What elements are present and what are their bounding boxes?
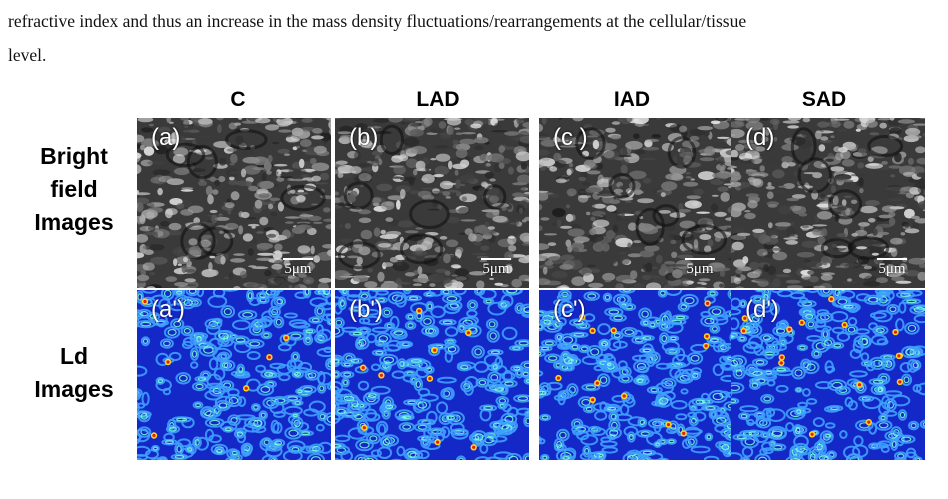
- bright-field-image-b: (b) 5μm: [335, 118, 529, 288]
- panel-label: (d'): [745, 296, 779, 323]
- panel-label: (c ): [553, 124, 588, 151]
- paragraph-line-2: level.: [8, 45, 47, 65]
- panel-label: (b'): [349, 296, 383, 323]
- bright-field-image-a: (a) 5μm: [137, 118, 331, 288]
- ld-image-a: (a'): [137, 290, 331, 460]
- row-header-bright-field: Bright field Images: [18, 140, 130, 239]
- bright-field-texture: [539, 118, 733, 288]
- scale-bar-label: 5μm: [686, 261, 714, 277]
- ld-image-d: (d'): [731, 290, 925, 460]
- row-header-ld-line-1: Ld: [59, 343, 89, 369]
- column-header-iad: IAD: [613, 88, 651, 111]
- paragraph-line-1: refractive index and thus an increase in…: [8, 11, 747, 31]
- row-header-bright-line-2: field: [50, 176, 98, 202]
- ld-heatmap-texture: [335, 290, 529, 460]
- scale-bar-label: 5μm: [878, 261, 906, 277]
- ld-heatmap-texture: [539, 290, 733, 460]
- body-paragraph: refractive index and thus an increase in…: [8, 4, 944, 72]
- scale-bar-line: [481, 258, 511, 260]
- scale-bar: 5μm: [473, 258, 519, 278]
- panel-label: (d): [745, 124, 775, 151]
- bright-field-texture: [335, 118, 529, 288]
- row-header-ld: Ld Images: [18, 340, 130, 406]
- scale-bar: 5μm: [677, 258, 723, 278]
- bright-field-image-d: (d) 5μm: [731, 118, 925, 288]
- scale-bar-line: [877, 258, 907, 260]
- column-header-c: C: [230, 88, 246, 111]
- ld-heatmap-texture: [731, 290, 925, 460]
- panel-label: (b): [349, 124, 379, 151]
- scale-bar: 5μm: [275, 258, 321, 278]
- row-header-ld-line-2: Images: [34, 376, 114, 402]
- column-header-sad: SAD: [801, 88, 847, 111]
- panel-label: (c'): [553, 296, 586, 323]
- ld-image-c: (c'): [539, 290, 733, 460]
- scale-bar-line: [283, 258, 313, 260]
- row-header-bright-line-1: Bright: [40, 143, 108, 169]
- ld-image-b: (b'): [335, 290, 529, 460]
- scale-bar-label: 5μm: [284, 261, 312, 277]
- scale-bar-label: 5μm: [482, 261, 510, 277]
- scale-bar: 5μm: [869, 258, 915, 278]
- panel-label: (a'): [151, 296, 185, 323]
- bright-field-image-c: (c ) 5μm: [539, 118, 733, 288]
- column-header-lad: LAD: [416, 88, 460, 111]
- row-header-bright-line-3: Images: [34, 209, 114, 235]
- scale-bar-line: [685, 258, 715, 260]
- panel-label: (a): [151, 124, 181, 151]
- ld-heatmap-texture: [137, 290, 331, 460]
